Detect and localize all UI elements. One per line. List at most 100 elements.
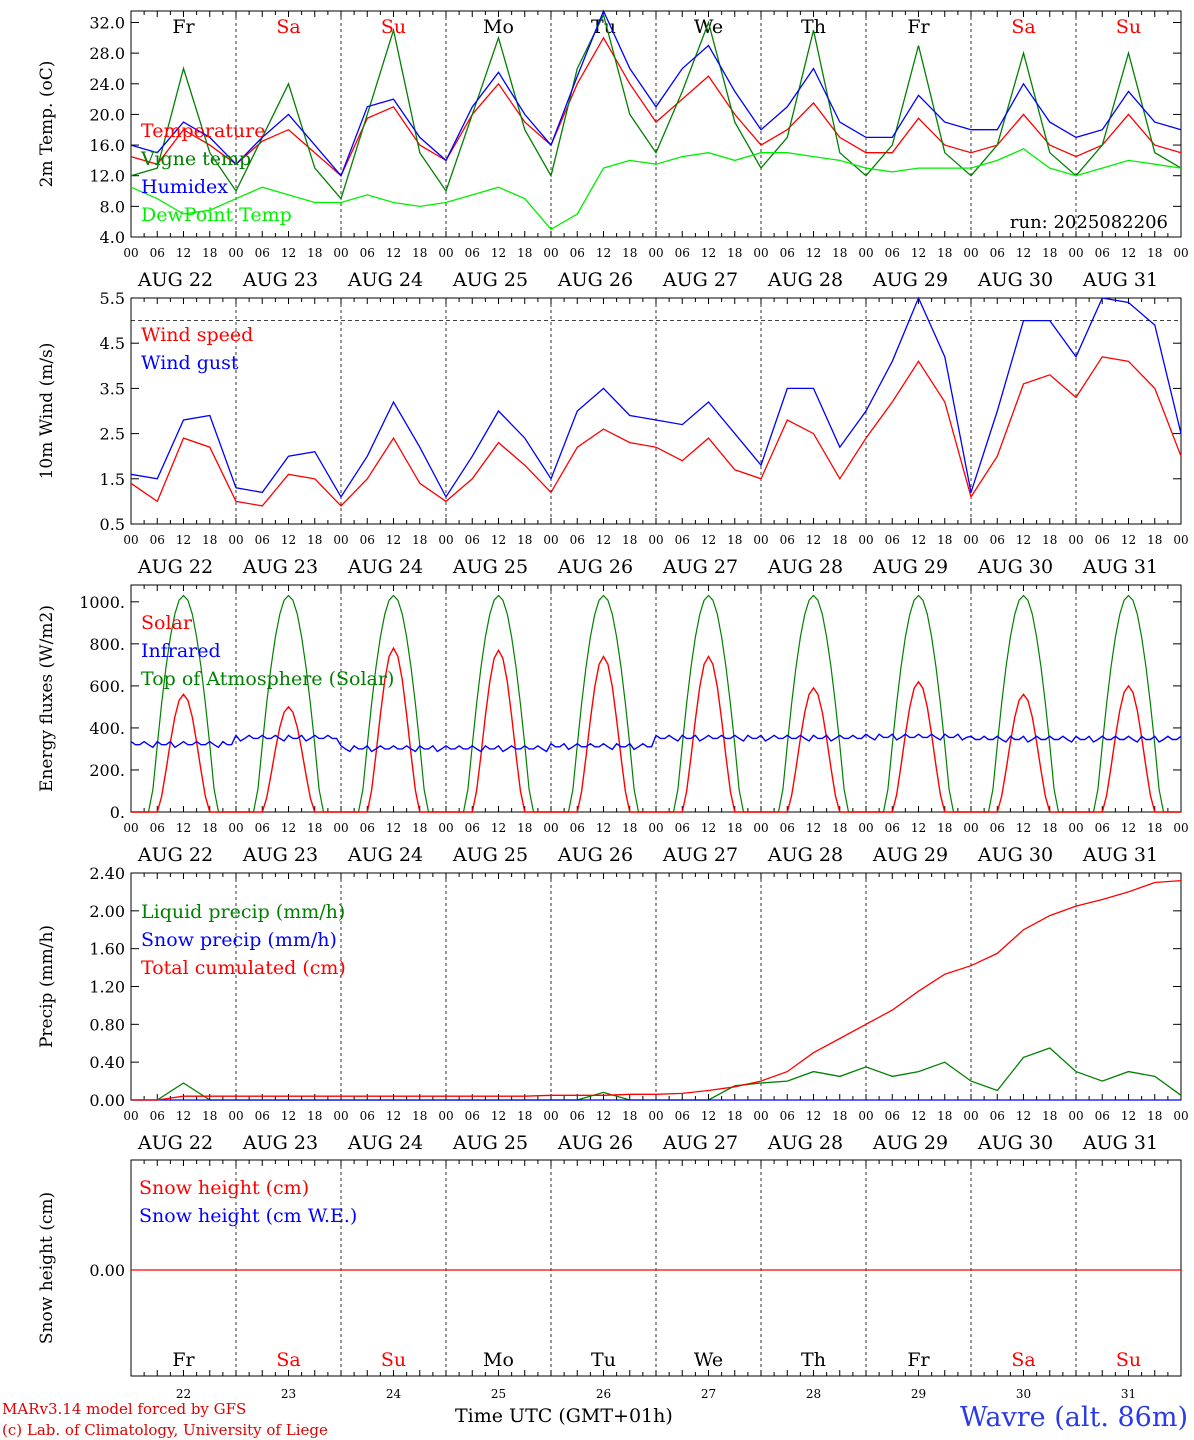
date-label: AUG 30 <box>977 844 1053 866</box>
y-tick-label: 2.5 <box>100 425 125 444</box>
solar-line <box>131 646 1181 813</box>
hour-tick-label: 06 <box>990 821 1005 835</box>
date-label: AUG 24 <box>347 269 423 291</box>
hour-tick-label: 18 <box>832 1109 847 1123</box>
hour-tick-label: 06 <box>1095 246 1110 260</box>
day-name-label: Fr <box>172 16 195 38</box>
hour-tick-label: 00 <box>1173 533 1188 547</box>
hour-tick-label: 06 <box>990 533 1005 547</box>
date-label: AUG 22 <box>137 844 213 866</box>
hour-tick-label: 18 <box>517 1109 532 1123</box>
hour-tick-label: 00 <box>123 821 138 835</box>
hour-tick-label: 12 <box>596 246 611 260</box>
hour-tick-label: 12 <box>1016 246 1031 260</box>
date-label: AUG 29 <box>872 844 948 866</box>
legend-entry: Infrared <box>141 640 221 662</box>
y-tick-label: 400. <box>89 719 125 738</box>
time-axis-label: Time UTC (GMT+01h) <box>455 1405 673 1427</box>
wind-line <box>130 356 1182 507</box>
hour-tick-label: 18 <box>832 821 847 835</box>
day-name-label: Su <box>1116 16 1141 38</box>
hour-tick-label: 18 <box>622 533 637 547</box>
y-tick-label: 0.00 <box>89 1261 125 1280</box>
date-label: AUG 27 <box>662 844 738 866</box>
date-label: AUG 31 <box>1082 269 1158 291</box>
meteogram: 00 06 12 18 AUG 22 00 06 12 18 AUG 23 00 06 12 18 AUG … <box>37 9 1189 1400</box>
hour-tick-label: 12 <box>1016 821 1031 835</box>
hour-tick-label: 00 <box>1173 1109 1188 1123</box>
hour-tick-label: 06 <box>570 246 585 260</box>
date-label: AUG 31 <box>1082 556 1158 578</box>
date-label: AUG 27 <box>662 269 738 291</box>
hour-tick-label: 18 <box>1147 1109 1162 1123</box>
date-label: AUG 29 <box>872 1132 948 1154</box>
date-label: AUG 25 <box>452 269 528 291</box>
legend-entry: Liquid precip (mm/h) <box>141 901 345 923</box>
hour-tick-label: 06 <box>360 821 375 835</box>
y-tick-label: 0. <box>110 803 125 822</box>
y-tick-label: 1.60 <box>89 940 125 959</box>
hour-tick-label: 00 <box>858 533 873 547</box>
day-name-label: Fr <box>172 1349 195 1371</box>
day-name-label: Su <box>1116 1349 1141 1371</box>
date-label: AUG 28 <box>767 1132 843 1154</box>
hour-tick-label: 18 <box>202 1109 217 1123</box>
y-axis-label: 10m Wind (m/s) <box>37 343 57 480</box>
hour-tick-label: 06 <box>885 533 900 547</box>
hour-tick-label: 12 <box>911 1109 926 1123</box>
day-number-label: 30 <box>1016 1387 1031 1400</box>
y-tick-label: 0.00 <box>89 1091 125 1110</box>
hour-tick-label: 18 <box>1147 821 1162 835</box>
hour-tick-label: 06 <box>1095 533 1110 547</box>
hour-tick-label: 06 <box>465 246 480 260</box>
hour-tick-label: 12 <box>806 246 821 260</box>
hour-tick-label: 12 <box>386 1109 401 1123</box>
day-name-label: We <box>694 1349 723 1371</box>
hour-tick-label: 00 <box>543 533 558 547</box>
hour-tick-label: 00 <box>438 1109 453 1123</box>
hour-tick-label: 12 <box>1121 533 1136 547</box>
y-tick-label: 24.0 <box>89 75 125 94</box>
legend-entry: Top of Atmosphere (Solar) <box>141 668 394 690</box>
hour-tick-label: 06 <box>780 533 795 547</box>
hour-tick-label: 06 <box>360 533 375 547</box>
hour-tick-label: 18 <box>937 821 952 835</box>
hour-tick-label: 12 <box>911 533 926 547</box>
y-tick-label: 1.5 <box>100 470 125 489</box>
hour-tick-label: 00 <box>438 246 453 260</box>
hour-tick-label: 18 <box>412 821 427 835</box>
hour-tick-label: 06 <box>465 821 480 835</box>
date-label: AUG 28 <box>767 556 843 578</box>
day-name-label: We <box>694 16 723 38</box>
date-label: AUG 28 <box>767 269 843 291</box>
hour-tick-label: 18 <box>727 1109 742 1123</box>
hour-tick-label: 18 <box>307 533 322 547</box>
y-tick-label: 800. <box>89 635 125 654</box>
hour-tick-label: 00 <box>753 1109 768 1123</box>
hour-tick-label: 06 <box>675 1109 690 1123</box>
hour-tick-label: 12 <box>491 246 506 260</box>
day-name-label: Th <box>801 1349 826 1371</box>
day-number-label: 26 <box>596 1387 611 1400</box>
date-label: AUG 30 <box>977 556 1053 578</box>
day-name-label: Sa <box>276 16 300 38</box>
hour-tick-label: 18 <box>622 1109 637 1123</box>
date-label: AUG 30 <box>977 269 1053 291</box>
hour-tick-label: 18 <box>622 821 637 835</box>
hour-tick-label: 18 <box>517 533 532 547</box>
hour-tick-label: 06 <box>885 1109 900 1123</box>
hour-tick-label: 00 <box>228 246 243 260</box>
y-tick-label: 32.0 <box>89 13 125 32</box>
y-tick-label: 20.0 <box>89 105 125 124</box>
y-axis-label: Energy fluxes (W/m2) <box>37 605 57 792</box>
hour-tick-label: 18 <box>1147 533 1162 547</box>
hour-tick-label: 18 <box>937 1109 952 1123</box>
y-tick-label: 2.40 <box>89 864 125 883</box>
hour-tick-label: 06 <box>255 1109 270 1123</box>
y-tick-label: 0.5 <box>100 515 125 534</box>
hour-tick-label: 00 <box>1068 821 1083 835</box>
hour-tick-label: 00 <box>438 821 453 835</box>
hour-tick-label: 00 <box>228 821 243 835</box>
date-label: AUG 25 <box>452 1132 528 1154</box>
hour-tick-label: 00 <box>858 246 873 260</box>
